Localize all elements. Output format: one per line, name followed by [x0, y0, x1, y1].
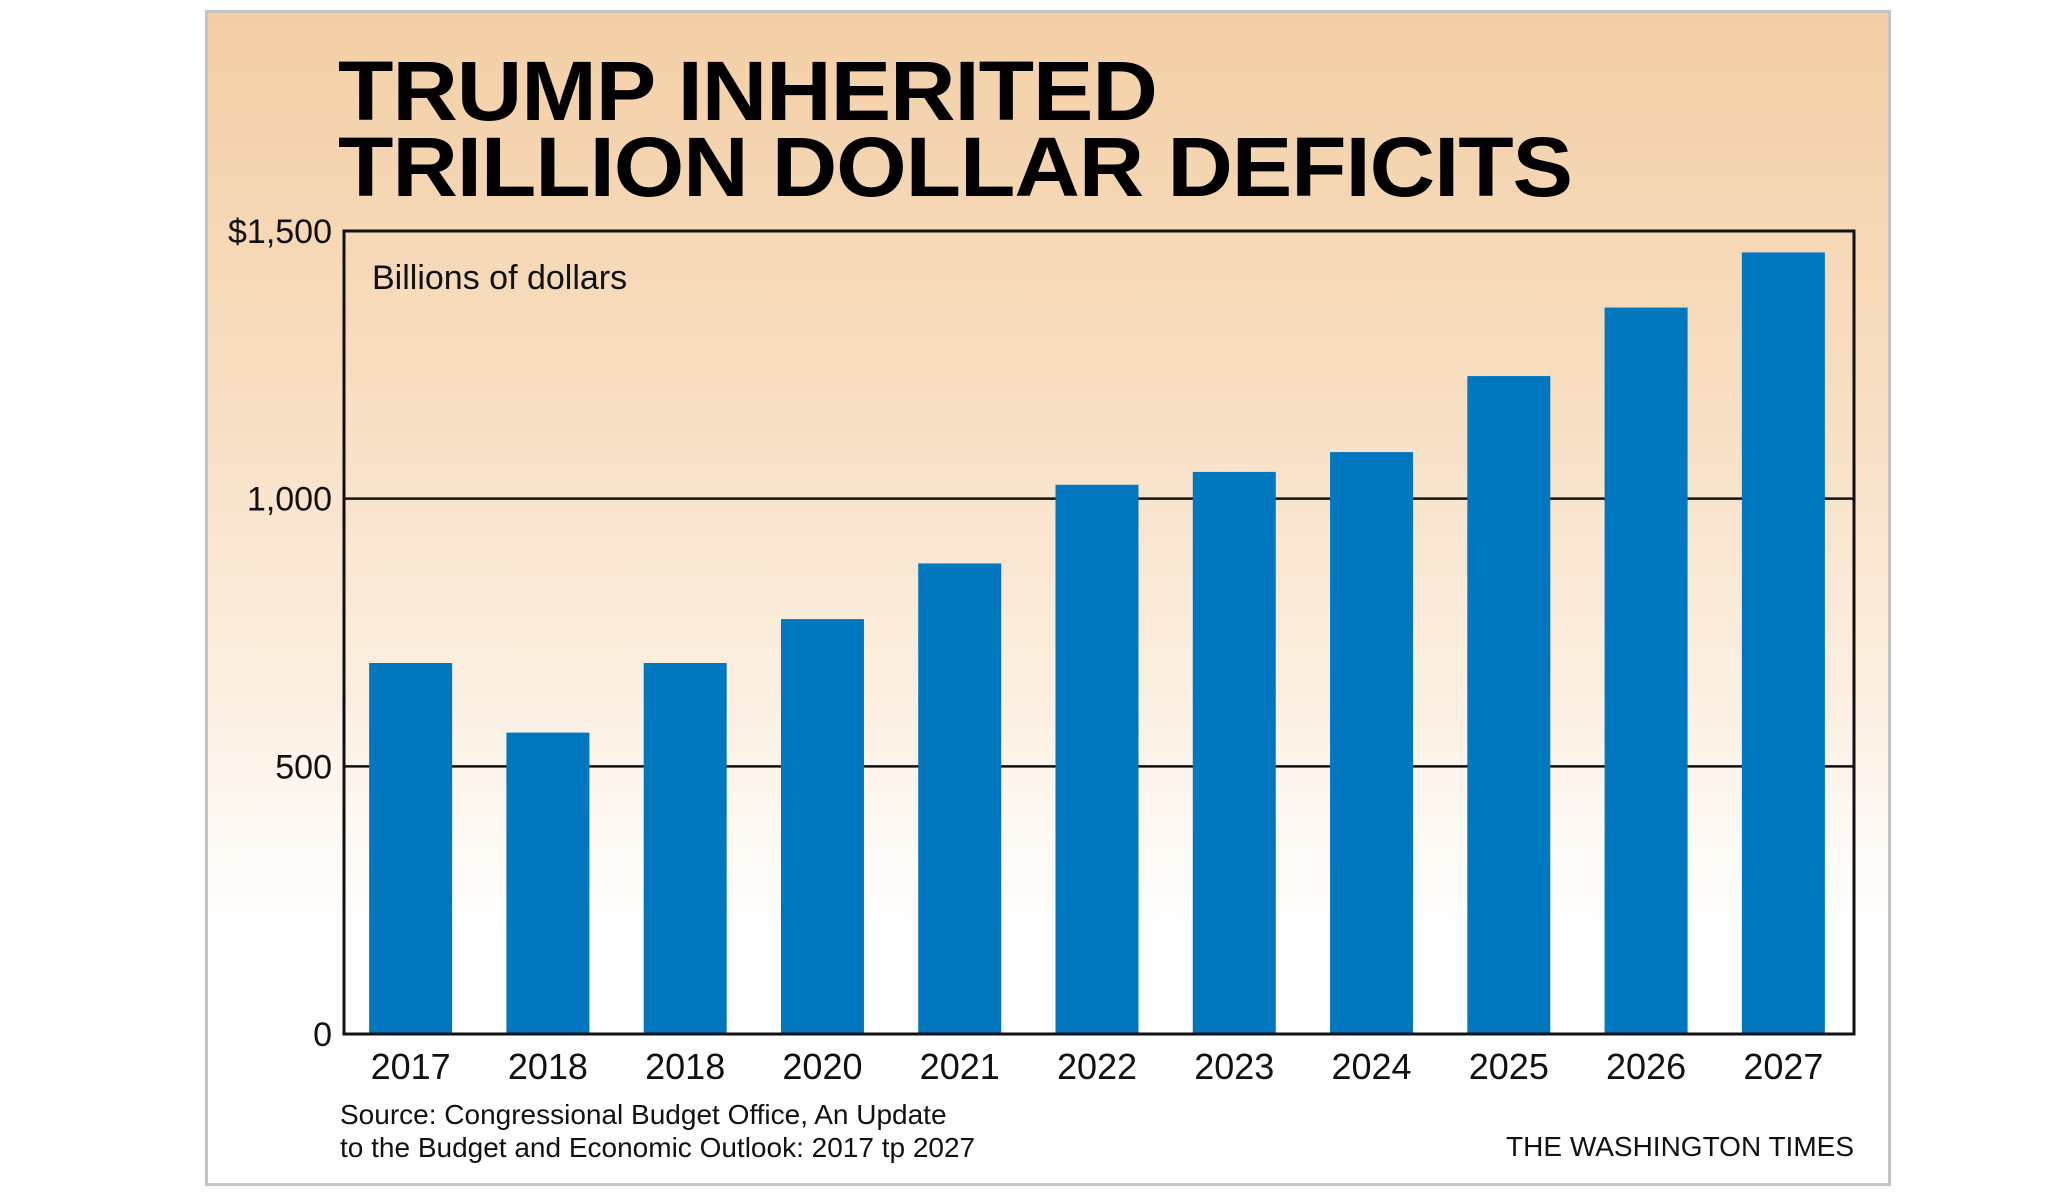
bar-2023-6 [1192, 471, 1276, 1034]
x-tick-label-10: 2027 [1743, 1046, 1823, 1087]
source-line-1: Source: Congressional Budget Office, An … [340, 1099, 947, 1130]
publisher-credit: THE WASHINGTON TIMES [1506, 1131, 1854, 1162]
bar-2026-9 [1604, 307, 1688, 1034]
bar-2022-5 [1055, 484, 1139, 1034]
y-tick-label-1000: 1,000 [247, 481, 332, 519]
bar-2018-1 [506, 732, 590, 1034]
bar-2020-3 [780, 619, 864, 1034]
bar-2024-7 [1330, 452, 1414, 1034]
unit-label: Billions of dollars [372, 259, 627, 297]
x-tick-label-7: 2024 [1331, 1046, 1411, 1087]
x-tick-label-8: 2025 [1469, 1046, 1549, 1087]
x-tick-label-4: 2021 [920, 1046, 1000, 1087]
graphic-panel: TRUMP INHERITED TRILLION DOLLAR DEFICITS… [205, 10, 1891, 1186]
x-tick-label-2: 2018 [645, 1046, 725, 1087]
bars [369, 252, 1825, 1035]
chart-title-line-1: TRUMP INHERITED [338, 44, 1158, 138]
x-tick-label-6: 2023 [1194, 1046, 1274, 1087]
x-tick-label-0: 2017 [371, 1046, 451, 1087]
bar-2027-10 [1741, 252, 1825, 1034]
bar-2025-8 [1467, 376, 1551, 1035]
source-note: Source: Congressional Budget Office, An … [340, 1098, 975, 1164]
bar-2018-2 [643, 663, 727, 1034]
chart-title-line-2: TRILLION DOLLAR DEFICITS [338, 120, 1573, 214]
bar-2017-0 [369, 663, 453, 1034]
y-tick-label-0: 0 [313, 1016, 332, 1054]
bar-2021-4 [918, 563, 1002, 1034]
x-tick-label-9: 2026 [1606, 1046, 1686, 1087]
x-tick-label-3: 2020 [782, 1046, 862, 1087]
y-tick-label-1500: $1,500 [228, 213, 332, 251]
x-axis-tick-labels: 2017 2018 2018 2020 2021 2022 2023 2024 2025 2026… [371, 1046, 1824, 1087]
y-tick-label-500: 500 [275, 748, 332, 786]
source-line-2: to the Budget and Economic Outlook: 2017… [340, 1132, 976, 1163]
chart-title: TRUMP INHERITED TRILLION DOLLAR DEFICITS [338, 44, 1573, 214]
y-axis-tick-labels: 0 500 1,000 $1,500 [228, 213, 332, 1054]
plot-frame [342, 229, 1856, 1036]
x-tick-label-5: 2022 [1057, 1046, 1137, 1087]
bar-chart: 0 500 1,000 $1,500 2017 2018 2018 2020 2021 2022… [228, 213, 1856, 1087]
x-tick-label-1: 2018 [508, 1046, 588, 1087]
